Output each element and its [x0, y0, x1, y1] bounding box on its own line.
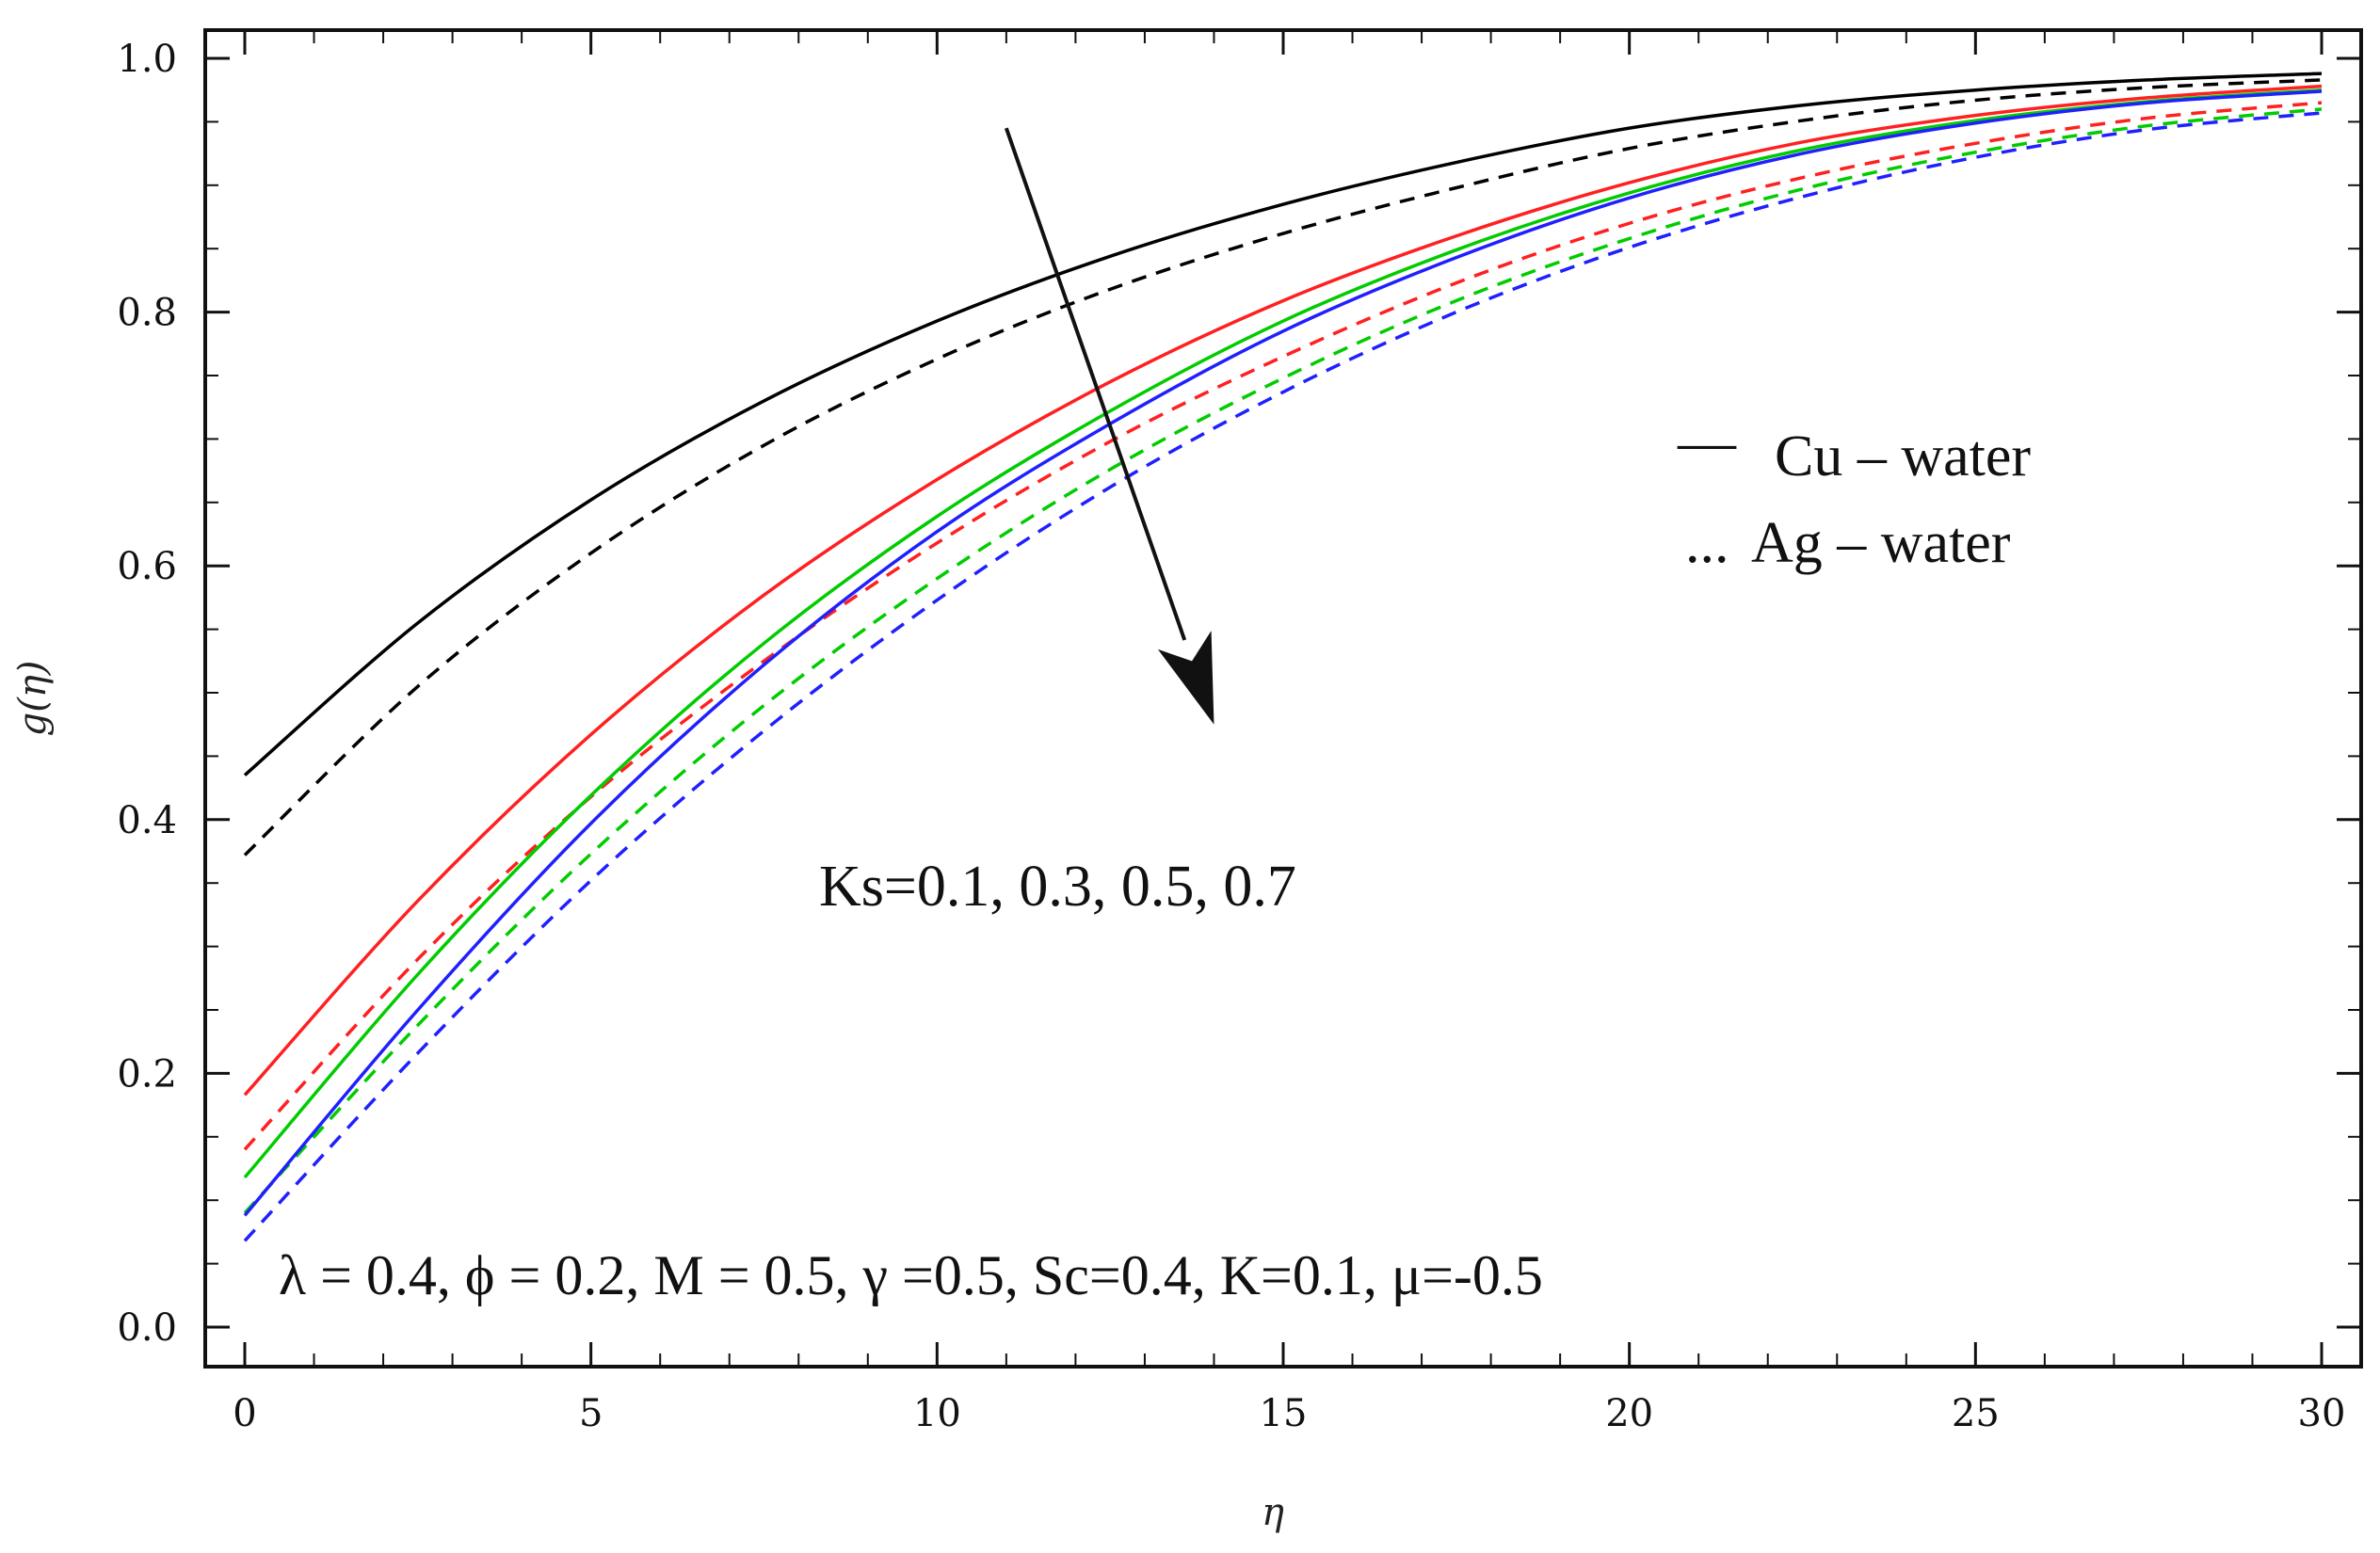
plot-frame: [203, 28, 2363, 1369]
series-line: [243, 72, 2323, 776]
arrow-head: [1157, 631, 1214, 725]
x-tick-labels: 0 5 10 15 20 25 30: [233, 1392, 2345, 1435]
legend-label-cu-water: Cu – water: [1775, 424, 2031, 488]
y-tick-label: 0.4: [117, 799, 177, 842]
legend-marker-solid: —: [1677, 410, 1737, 474]
x-tick-label: 15: [1260, 1392, 1308, 1435]
series-group: [243, 72, 2323, 1242]
x-tick-label: 20: [1605, 1392, 1653, 1435]
series-line: [243, 101, 2323, 1151]
x-tick-label: 0: [233, 1392, 256, 1435]
y-tick-labels: 0.0 0.2 0.4 0.6 0.8 1.0: [117, 38, 177, 1350]
series-line: [243, 89, 2323, 1217]
y-tick-label: 0.6: [117, 545, 177, 588]
x-axis-title: η: [1262, 1491, 1284, 1534]
x-tick-label: 25: [1952, 1392, 2000, 1435]
series-line: [243, 111, 2323, 1242]
legend-marker-dashed: ...: [1685, 511, 1729, 575]
y-axis-title: g(η): [11, 661, 55, 737]
legend: — Cu – water ... Ag – water: [1677, 410, 2031, 575]
x-tick-label: 5: [579, 1392, 603, 1435]
legend-label-ag-water: Ag – water: [1751, 511, 2011, 575]
y-tick-label: 0.8: [117, 292, 177, 335]
axis-ticks: [205, 30, 2361, 1367]
y-tick-label: 1.0: [117, 38, 177, 81]
y-tick-label: 0.0: [117, 1306, 177, 1350]
direction-arrow: [1004, 127, 1214, 725]
arrow-shaft: [1004, 127, 1187, 641]
x-tick-label: 10: [913, 1392, 961, 1435]
series-line: [243, 88, 2323, 1179]
y-tick-label: 0.2: [117, 1052, 177, 1096]
parameter-annotation: λ = 0.4, ϕ = 0.2, M = 0.5, γ =0.5, Sc=0.…: [279, 1244, 1543, 1306]
series-line: [243, 84, 2323, 1097]
ks-annotation: Ks=0.1, 0.3, 0.5, 0.7: [819, 855, 1296, 919]
series-line: [243, 107, 2323, 1214]
x-tick-label: 30: [2298, 1392, 2346, 1435]
